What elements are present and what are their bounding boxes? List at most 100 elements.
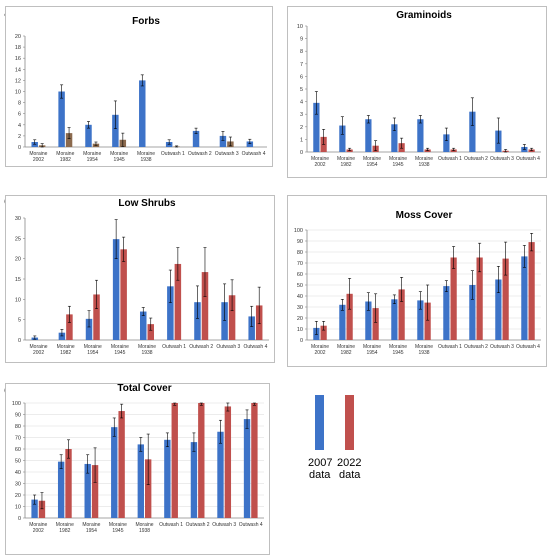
bar-2022 (476, 257, 483, 340)
bar-2022 (224, 406, 232, 518)
y-tick-label: 4 (300, 100, 303, 106)
bar-2007 (521, 256, 528, 340)
x-tick-label: Outwash 3 (216, 344, 240, 350)
bar-2007 (139, 311, 147, 340)
bar-2007 (248, 316, 255, 340)
bar-2007 (112, 114, 119, 147)
bar-2007 (469, 111, 476, 152)
x-tick-label: 1938 (141, 350, 152, 356)
y-tick-label: 4 (18, 123, 21, 129)
x-tick-label: 2002 (314, 350, 325, 356)
bar-2022 (528, 242, 535, 340)
bar-2022 (65, 133, 73, 147)
x-tick-label: Outwash 4 (242, 151, 266, 157)
bar-2007 (391, 299, 398, 340)
x-tick-label: Outwash 2 (464, 344, 488, 350)
bar-2007 (417, 119, 424, 152)
bar-2007 (365, 119, 372, 152)
y-tick-label: 60 (297, 272, 303, 278)
y-tick-label: 6 (18, 112, 21, 118)
chart-low-shrubs: Low Shrubs051015202530Moraine2002Moraine… (5, 195, 275, 363)
x-tick-label: 1945 (392, 162, 403, 168)
bar-2022 (120, 249, 127, 340)
bar-2007 (443, 134, 450, 152)
bar-2022 (147, 324, 155, 340)
legend-label-2022: data (339, 469, 361, 481)
bar-2022 (502, 258, 509, 340)
y-tick-label: 80 (15, 424, 21, 430)
bar-2007 (31, 499, 38, 518)
x-tick-label: 2002 (314, 162, 325, 168)
x-tick-label: 1982 (60, 350, 71, 356)
y-tick-label: 5 (300, 87, 303, 93)
x-tick-label: Moraine (57, 344, 75, 350)
bar-2022 (65, 449, 72, 518)
x-tick-label: Outwash 1 (438, 344, 462, 350)
y-tick-label: 70 (15, 436, 21, 442)
bar-2007 (58, 332, 66, 340)
y-tick-label: 0 (18, 145, 21, 151)
x-tick-label: Outwash 1 (161, 151, 185, 157)
x-tick-label: 1954 (366, 162, 377, 168)
bar-2007 (219, 135, 227, 147)
bar-2022 (346, 293, 353, 340)
y-tick-label: 40 (15, 470, 21, 476)
x-tick-label: 1945 (114, 350, 125, 356)
bar-2022 (174, 263, 182, 340)
x-tick-label: Moraine (111, 344, 129, 350)
bar-2022 (372, 308, 379, 340)
y-tick-label: 10 (297, 327, 303, 333)
y-tick-label: 70 (297, 261, 303, 267)
y-tick-label: 25 (15, 236, 21, 242)
bar-2022 (118, 411, 125, 518)
chart-total-cover: Total Cover 0 10 20 30 40 50 60 70 80 90 100 Moraine… (5, 383, 270, 555)
x-tick-label: Moraine (311, 156, 329, 162)
y-tick-label: 20 (15, 493, 21, 499)
bar-2007 (111, 427, 118, 518)
x-tick-label: 1945 (112, 528, 123, 534)
legend-label-2007: data (309, 469, 331, 481)
x-tick-label: Moraine (415, 156, 433, 162)
y-tick-label: 0 (18, 516, 21, 522)
bar-2007 (190, 442, 198, 518)
bar-2007 (85, 124, 92, 147)
x-tick-label: 2002 (33, 157, 44, 163)
legend-year-2007: 2007 (308, 457, 333, 469)
chart-forbs: Forbs02468101214161820Moraine2002Moraine… (5, 6, 273, 167)
y-tick-label: 50 (15, 459, 21, 465)
chart-frame (287, 6, 547, 178)
y-tick-label: 30 (15, 482, 21, 488)
x-tick-label: 1945 (392, 350, 403, 356)
y-tick-label: 100 (12, 401, 21, 407)
bar-2022 (320, 325, 327, 340)
y-tick-label: 2 (300, 125, 303, 131)
x-tick-label: 1982 (60, 157, 71, 163)
x-tick-label: 1954 (86, 528, 97, 534)
y-tick-label: 3 (300, 112, 303, 118)
chart-title: Total Cover (117, 383, 171, 394)
bar-2022 (228, 295, 236, 340)
y-tick-label: 15 (15, 277, 21, 283)
y-tick-label: 10 (15, 90, 21, 96)
bar-2022 (171, 403, 178, 518)
x-tick-label: Moraine (109, 522, 127, 528)
x-tick-label: Outwash 3 (490, 344, 514, 350)
bar-2007 (365, 301, 372, 340)
y-tick-label: 90 (15, 413, 21, 419)
bar-2007 (246, 141, 254, 147)
x-tick-label: 1982 (340, 162, 351, 168)
bar-2007 (58, 91, 65, 147)
bar-2007 (339, 125, 346, 152)
y-tick-label: 0 (300, 338, 303, 344)
chart-title: Moss Cover (396, 210, 453, 221)
bar-2022 (424, 302, 431, 340)
y-tick-label: 10 (297, 24, 303, 30)
x-tick-label: 1938 (418, 162, 429, 168)
x-tick-label: Moraine (337, 344, 355, 350)
bar-2022 (450, 257, 457, 340)
x-tick-label: 1945 (114, 157, 125, 163)
x-tick-label: 1982 (340, 350, 351, 356)
y-tick-label: 18 (15, 45, 21, 51)
x-tick-label: Moraine (29, 151, 47, 157)
x-tick-label: 2002 (33, 350, 44, 356)
